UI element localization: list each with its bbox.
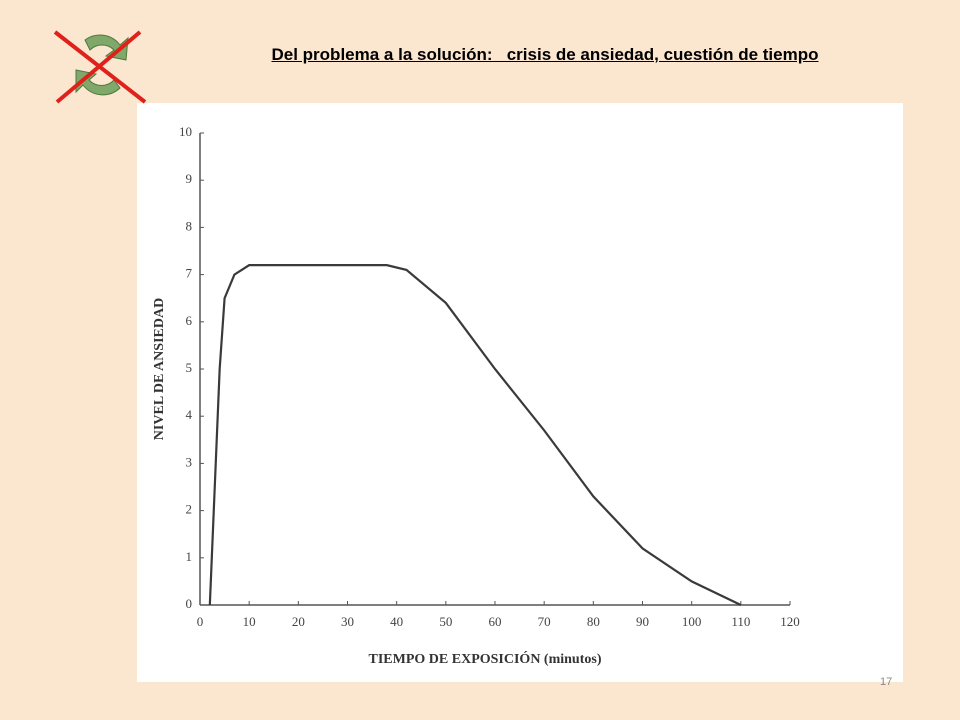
- x-tick-label: 80: [587, 614, 600, 629]
- x-tick-label: 50: [439, 614, 452, 629]
- y-tick-label: 0: [186, 596, 193, 611]
- y-tick-label: 6: [186, 313, 193, 328]
- y-axis-label: NIVEL DE ANSIEDAD: [152, 298, 167, 440]
- y-tick-label: 9: [186, 171, 193, 186]
- y-tick-label: 1: [186, 549, 193, 564]
- y-tick-label: 3: [186, 454, 193, 469]
- x-axis-label: TIEMPO DE EXPOSICIÓN (minutos): [369, 650, 602, 667]
- x-tick-label: 70: [538, 614, 551, 629]
- x-tick-label: 10: [243, 614, 256, 629]
- x-tick-label: 120: [780, 614, 800, 629]
- x-tick-label: 0: [197, 614, 204, 629]
- y-tick-label: 7: [186, 266, 193, 281]
- y-tick-label: 2: [186, 502, 193, 517]
- y-tick-label: 8: [186, 218, 193, 233]
- slide-title: Del problema a la solución: crisis de an…: [271, 45, 819, 64]
- page-number: 17: [880, 676, 893, 688]
- data-line: [208, 264, 742, 606]
- x-tick-label: 20: [292, 614, 305, 629]
- x-tick-label: 60: [489, 614, 502, 629]
- y-tick-label: 4: [186, 407, 193, 422]
- x-tick-label: 30: [341, 614, 354, 629]
- x-tick-label: 90: [636, 614, 649, 629]
- x-tick-label: 110: [731, 614, 750, 629]
- chart-image-frame: [137, 103, 903, 682]
- x-tick-label: 100: [682, 614, 702, 629]
- recycle-icon: [53, 30, 147, 104]
- x-tick-label: 40: [390, 614, 403, 629]
- y-tick-label: 5: [186, 360, 193, 375]
- y-tick-label: 10: [179, 124, 192, 139]
